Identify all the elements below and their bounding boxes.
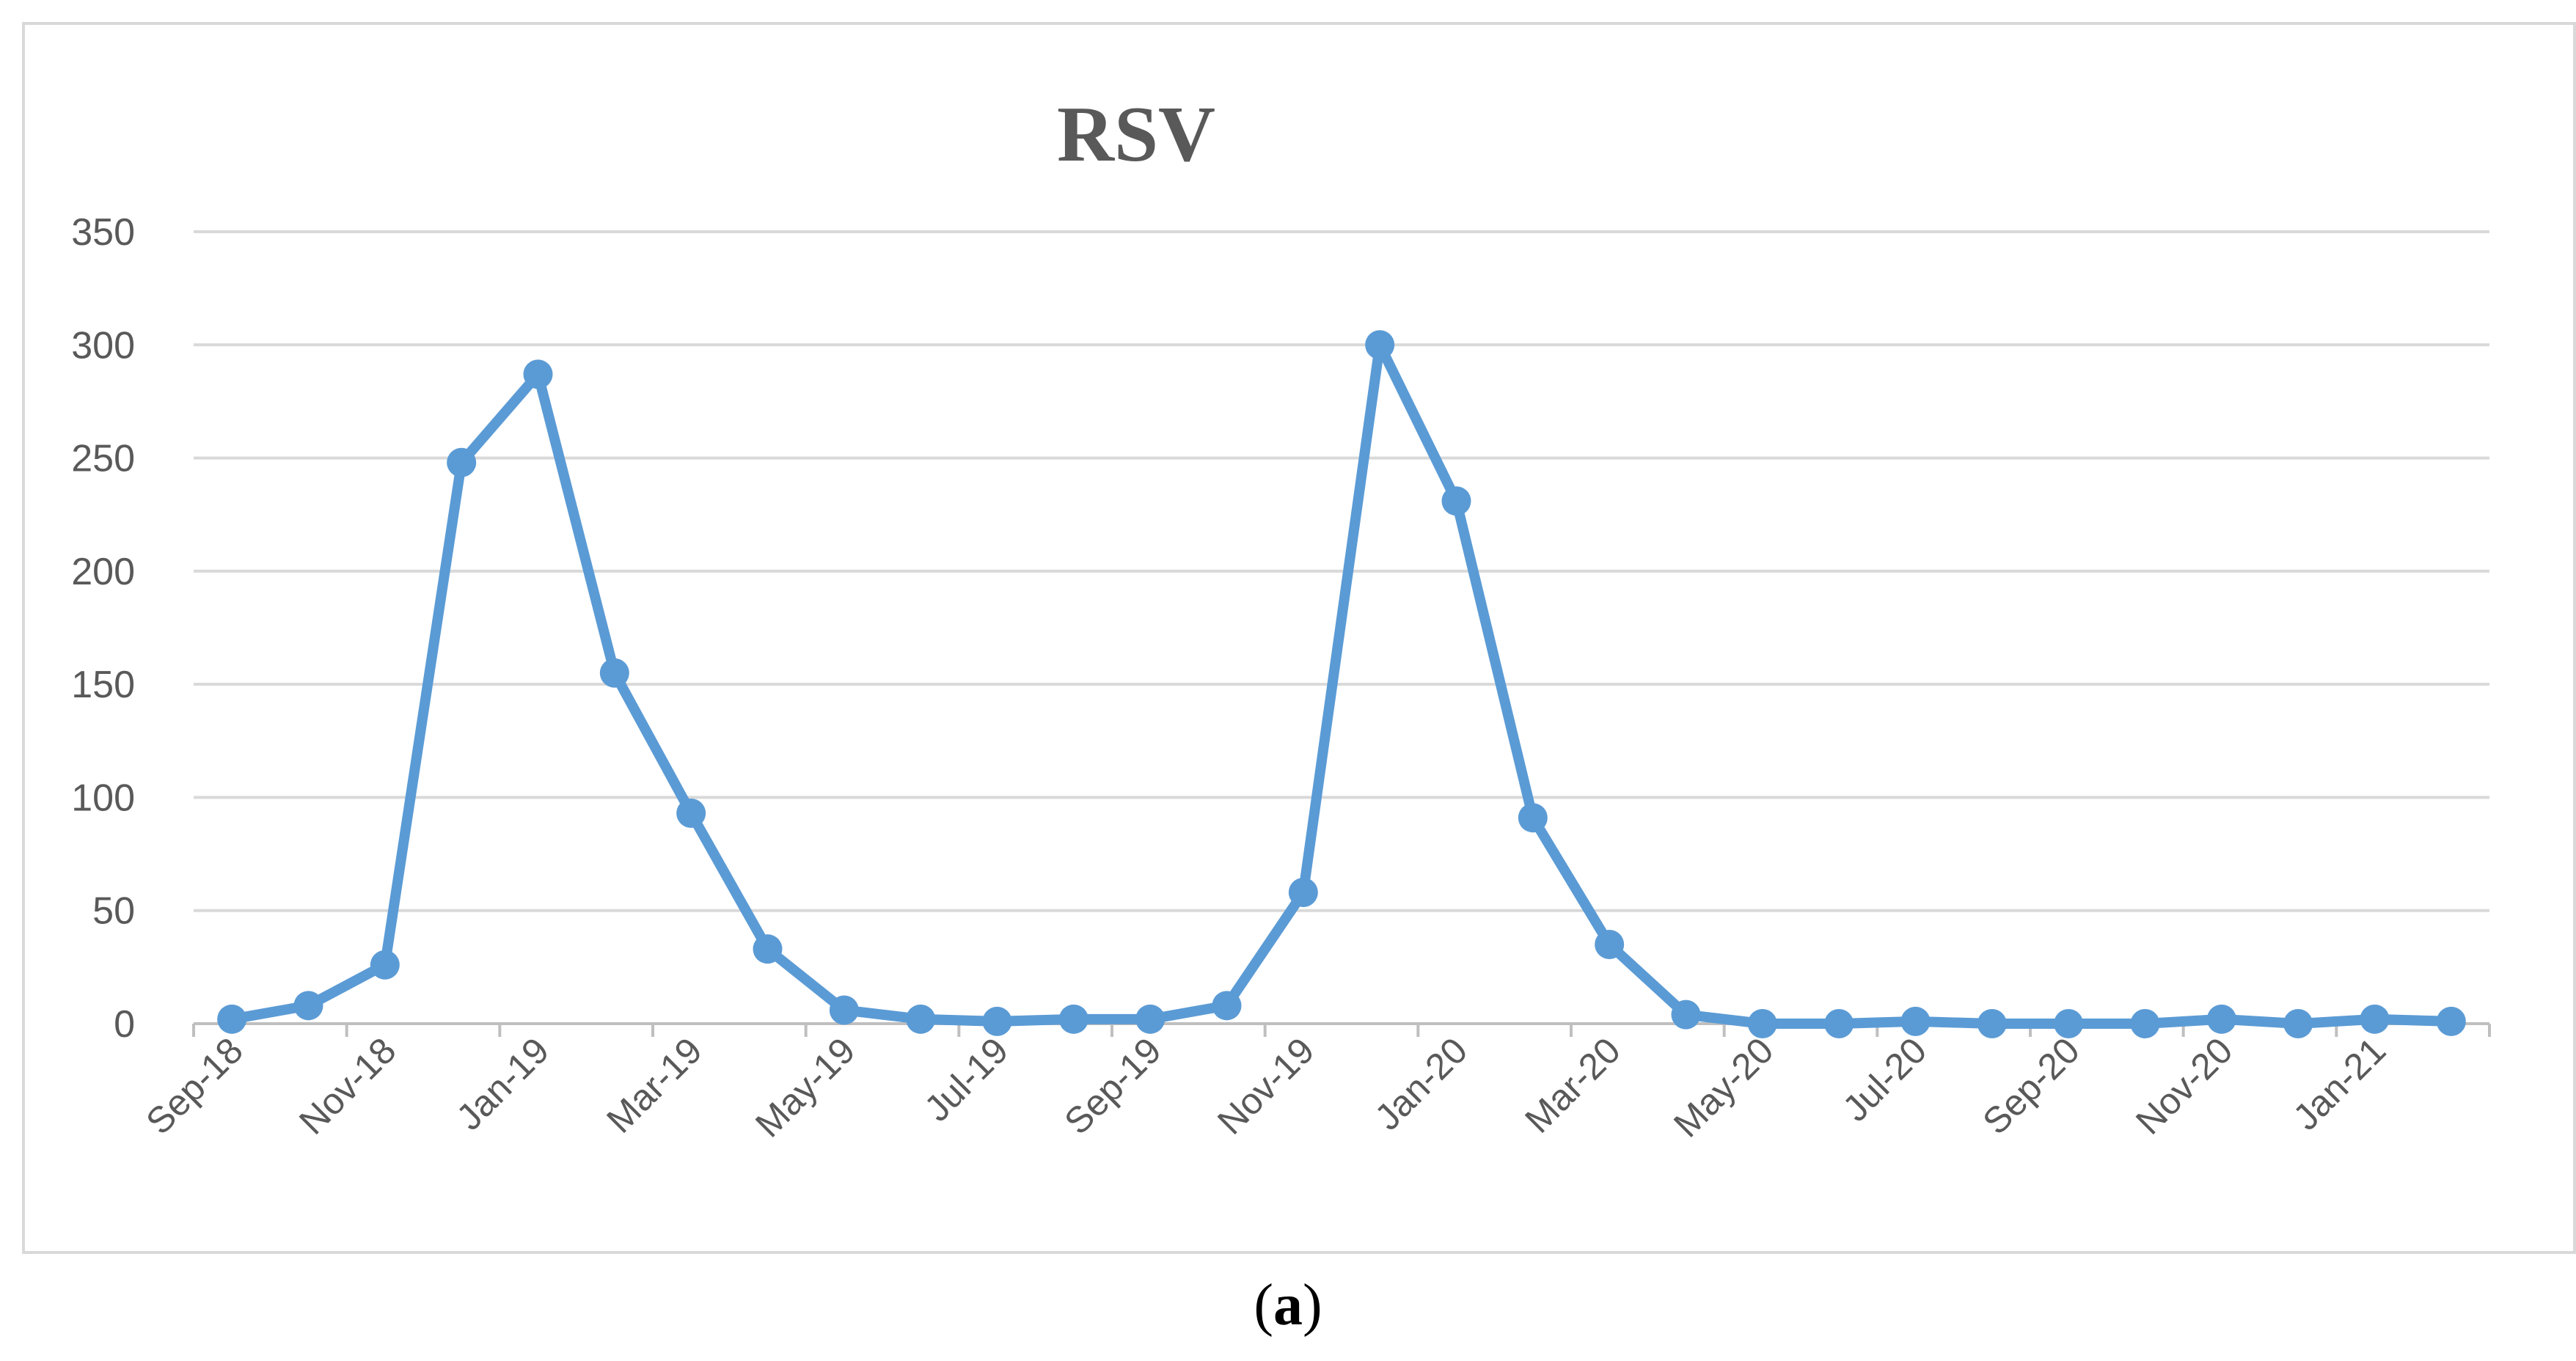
x-axis-ticks: Sep-18 Nov-18 Jan-19 Mar-19 May-19 Jul-19 Sep-… bbox=[138, 1030, 2393, 1145]
data-point bbox=[1518, 803, 1548, 833]
caption-letter: a bbox=[1273, 1273, 1303, 1338]
data-point bbox=[2436, 1006, 2466, 1036]
y-tick-label: 250 bbox=[71, 438, 135, 480]
data-point bbox=[1212, 991, 1242, 1021]
x-tick-label: May-19 bbox=[747, 1030, 863, 1145]
data-point bbox=[2283, 1009, 2313, 1038]
x-tick-label: Jan-21 bbox=[2286, 1030, 2394, 1138]
data-point bbox=[1671, 999, 1701, 1030]
data-point bbox=[1441, 486, 1471, 516]
data-point bbox=[1900, 1006, 1931, 1036]
x-tick-label: Nov-20 bbox=[2128, 1030, 2241, 1142]
data-point bbox=[599, 658, 629, 688]
y-tick-label: 100 bbox=[71, 777, 135, 819]
y-axis-ticks: 0 50 100 150 200 250 300 350 bbox=[71, 211, 135, 1046]
data-point bbox=[1058, 1004, 1088, 1034]
series-markers bbox=[217, 330, 2466, 1038]
caption-close: ) bbox=[1303, 1273, 1322, 1338]
data-point bbox=[1595, 930, 1625, 959]
data-point bbox=[2360, 1004, 2390, 1034]
y-tick-label: 50 bbox=[92, 890, 135, 933]
data-point bbox=[523, 359, 553, 389]
x-tick-label: Sep-19 bbox=[1056, 1030, 1169, 1142]
data-point bbox=[829, 995, 859, 1025]
data-point bbox=[676, 799, 706, 829]
data-point bbox=[753, 934, 783, 964]
y-tick-label: 200 bbox=[71, 551, 135, 593]
data-point bbox=[1824, 1009, 1854, 1038]
data-point bbox=[2130, 1009, 2160, 1038]
y-tick-label: 150 bbox=[71, 664, 135, 706]
data-point bbox=[1747, 1009, 1777, 1038]
data-point bbox=[1288, 878, 1318, 908]
data-point bbox=[1365, 330, 1395, 360]
gridlines bbox=[194, 230, 2489, 912]
data-point bbox=[1135, 1004, 1166, 1034]
chart-title: RSV bbox=[1057, 91, 1215, 178]
x-tick-label: Nov-18 bbox=[291, 1030, 404, 1142]
x-tick-label: May-20 bbox=[1666, 1030, 1781, 1145]
data-point bbox=[447, 447, 477, 477]
y-tick-label: 0 bbox=[114, 1003, 135, 1046]
caption-open: ( bbox=[1254, 1273, 1273, 1338]
x-tick-label: Jul-19 bbox=[916, 1030, 1016, 1129]
data-point bbox=[293, 991, 323, 1021]
x-tick-label: Mar-19 bbox=[599, 1030, 710, 1141]
x-tick-label: Sep-20 bbox=[1975, 1030, 2087, 1142]
x-tick-label: Nov-19 bbox=[1210, 1030, 1322, 1142]
y-tick-label: 300 bbox=[71, 324, 135, 367]
data-point bbox=[217, 1004, 247, 1034]
data-point bbox=[370, 950, 400, 980]
data-point bbox=[982, 1006, 1012, 1036]
chart-frame: RSV 0 50 100 150 200 250 300 350 Sep-18 Nov-18 Ja… bbox=[22, 22, 2576, 1254]
data-point bbox=[1977, 1009, 2007, 1038]
figure-caption: (a) bbox=[0, 1272, 2576, 1339]
data-point bbox=[2054, 1009, 2084, 1038]
line-chart: RSV 0 50 100 150 200 250 300 350 Sep-18 Nov-18 Ja… bbox=[71, 91, 2491, 1145]
x-tick-label: Jan-20 bbox=[1367, 1030, 1476, 1138]
x-tick-label: Jul-20 bbox=[1834, 1030, 1934, 1129]
x-tick-label: Mar-20 bbox=[1517, 1030, 1628, 1141]
x-tick-label: Jan-19 bbox=[449, 1030, 557, 1138]
y-tick-label: 350 bbox=[71, 211, 135, 254]
x-tick-label: Sep-18 bbox=[138, 1030, 251, 1142]
data-point bbox=[906, 1004, 936, 1034]
data-point bbox=[2206, 1004, 2236, 1034]
